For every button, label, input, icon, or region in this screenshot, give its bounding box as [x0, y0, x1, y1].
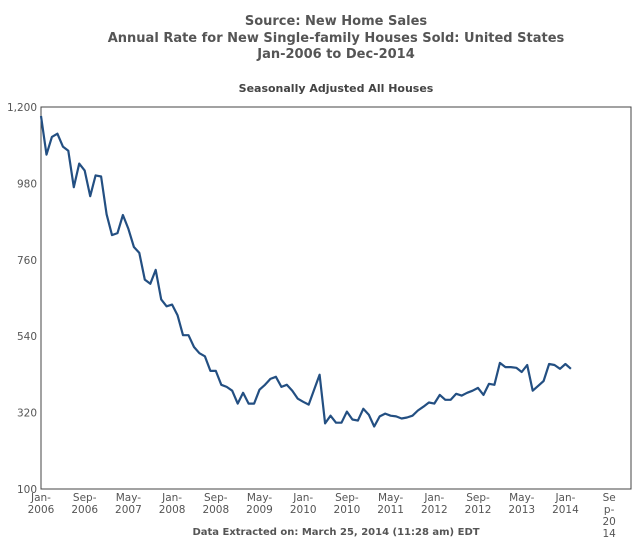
x-tick-label-line: Jan- — [161, 492, 182, 504]
data-extracted-note: Data Extracted on: March 25, 2014 (11:28… — [192, 527, 480, 538]
x-tick-label: Jan-2012 — [421, 492, 448, 516]
x-tick-label-line: 2008 — [159, 504, 186, 516]
x-tick-label: Jan-2014 — [552, 492, 579, 516]
x-tick-label: May-2011 — [377, 492, 404, 516]
x-tick-label-line: Jan- — [292, 492, 313, 504]
x-tick-label: May-2013 — [508, 492, 535, 516]
x-tick-label-line: 2009 — [246, 504, 273, 516]
x-axis-ticks: Jan-2006Sep-2006May-2007Jan-2008Sep-2008… — [28, 492, 617, 540]
x-tick-label-line: 2007 — [115, 504, 142, 516]
x-tick-label-line: 2010 — [290, 504, 317, 516]
series-line — [39, 115, 572, 428]
x-tick-label-line: Jan- — [423, 492, 444, 504]
x-tick-label-line: 14 — [602, 528, 616, 540]
x-tick-label: May-2007 — [115, 492, 142, 516]
x-tick-label: Sep-2010 — [334, 492, 361, 516]
x-tick-label-line: May- — [509, 492, 535, 504]
x-tick-label: Sep-2006 — [71, 492, 98, 516]
x-tick-label-line: p- — [604, 504, 615, 516]
x-tick-label-line: Sep- — [73, 492, 97, 504]
x-tick-label-line: 2011 — [377, 504, 404, 516]
x-tick-label-line: 2013 — [508, 504, 535, 516]
x-tick-label-line: 2006 — [28, 504, 55, 516]
y-tick-label: 1,200 — [7, 102, 37, 114]
x-tick-label-line: Sep- — [204, 492, 228, 504]
x-tick-label-line: May- — [247, 492, 273, 504]
x-tick-label-line: Sep- — [466, 492, 490, 504]
x-tick-label-line: Jan- — [30, 492, 51, 504]
x-tick-label: May-2009 — [246, 492, 273, 516]
x-tick-label-line: 2014 — [552, 504, 579, 516]
x-tick-label-line: 2012 — [421, 504, 448, 516]
chart-subtitle: Seasonally Adjusted All Houses — [238, 82, 434, 95]
x-tick-label-line: Sep- — [335, 492, 359, 504]
x-tick-label-line: 2012 — [465, 504, 492, 516]
y-tick-label: 100 — [17, 484, 37, 496]
series-lines — [39, 115, 572, 428]
x-tick-label: Sep-2008 — [202, 492, 229, 516]
x-tick-label-line: 2010 — [334, 504, 361, 516]
y-tick-label: 760 — [17, 255, 37, 267]
x-tick-label-line: 2006 — [71, 504, 98, 516]
chart-title-source: Source: New Home Sales — [244, 14, 428, 29]
chart-title-range: Jan-2006 to Dec-2014 — [257, 47, 415, 62]
plot-area-frame — [40, 106, 632, 490]
y-axis-ticks: 100 320 540 760 980 1,200 — [7, 102, 37, 496]
y-tick-label: 540 — [17, 331, 37, 343]
x-tick-label: Se p-20 14 — [602, 492, 616, 540]
y-tick-label: 980 — [17, 178, 37, 190]
x-tick-label: Sep-2012 — [465, 492, 492, 516]
x-tick-label: Jan-2010 — [290, 492, 317, 516]
x-tick-label-line: May- — [378, 492, 404, 504]
chart-title-series: Annual Rate for New Single-family Houses… — [107, 31, 565, 46]
x-tick-label: Jan-2006 — [28, 492, 55, 516]
x-tick-label-line: May- — [116, 492, 142, 504]
x-tick-label-line: Se — [603, 492, 616, 504]
x-tick-label-line: 2008 — [202, 504, 229, 516]
x-tick-label-line: Jan- — [554, 492, 575, 504]
axes-group — [40, 106, 632, 490]
x-tick-label-line: 20 — [602, 516, 615, 528]
x-tick-label: Jan-2008 — [159, 492, 186, 516]
y-tick-label: 320 — [17, 408, 37, 420]
